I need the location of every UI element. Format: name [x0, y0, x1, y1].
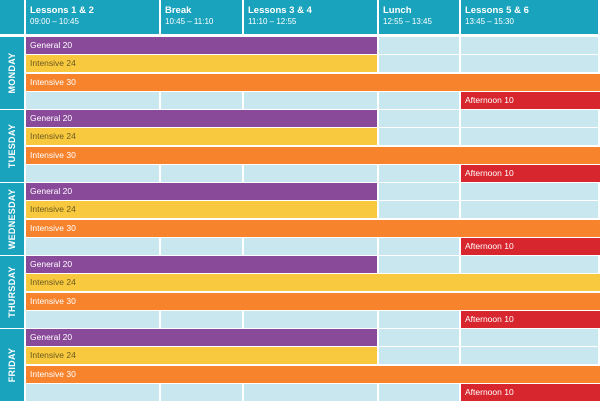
intensive-24-bar: Intensive 24: [26, 347, 377, 365]
day-label-monday: MONDAY: [0, 37, 24, 109]
empty-slot: [461, 201, 598, 219]
empty-slot: [379, 164, 459, 182]
empty-slot: [461, 347, 598, 365]
intensive-24-bar: Intensive 24: [26, 55, 377, 73]
empty-slot: [379, 201, 459, 219]
empty-slot: [461, 128, 598, 146]
day-label-wednesday: WEDNESDAY: [0, 183, 24, 255]
empty-slot: [244, 383, 377, 401]
period-title: Lessons 1 & 2: [30, 5, 94, 16]
day-name: FRIDAY: [7, 347, 17, 383]
empty-slot: [26, 164, 159, 182]
header-period-1: Lessons 1 & 2 09:00 – 10:45: [26, 0, 159, 34]
day-label-thursday: THURSDAY: [0, 256, 24, 328]
empty-slot: [379, 128, 459, 146]
general-20-bar: General 20: [26, 37, 377, 54]
empty-slot: [379, 110, 459, 127]
header-period-3: Lessons 3 & 4 11:10 – 12:55: [244, 0, 377, 34]
empty-slot: [379, 91, 459, 109]
empty-slot: [161, 91, 242, 109]
intensive-24-bar: Intensive 24: [26, 274, 600, 292]
period-time: 09:00 – 10:45: [30, 17, 79, 26]
empty-slot: [26, 237, 159, 255]
header-period-5: Lessons 5 & 6 13:45 – 15:30: [461, 0, 598, 34]
empty-slot: [461, 55, 598, 73]
general-20-bar: General 20: [26, 329, 377, 346]
period-time: 11:10 – 12:55: [248, 17, 297, 26]
period-title: Lessons 5 & 6: [465, 5, 529, 16]
empty-slot: [26, 91, 159, 109]
empty-slot: [161, 164, 242, 182]
intensive-30-bar: Intensive 30: [26, 365, 600, 383]
intensive-30-bar: Intensive 30: [26, 73, 600, 91]
empty-slot: [379, 256, 459, 273]
empty-slot: [26, 310, 159, 328]
empty-slot: [379, 347, 459, 365]
day-label-friday: FRIDAY: [0, 329, 24, 401]
afternoon-10-bar: Afternoon 10: [461, 310, 600, 328]
day-label-tuesday: TUESDAY: [0, 110, 24, 182]
period-title: Break: [165, 5, 192, 16]
header-period-2: Break 10:45 – 11:10: [161, 0, 242, 34]
empty-slot: [461, 256, 598, 273]
intensive-24-bar: Intensive 24: [26, 128, 377, 146]
empty-slot: [244, 164, 377, 182]
intensive-24-bar: Intensive 24: [26, 201, 377, 219]
general-20-bar: General 20: [26, 110, 377, 127]
afternoon-10-bar: Afternoon 10: [461, 237, 600, 255]
empty-slot: [161, 383, 242, 401]
empty-slot: [161, 310, 242, 328]
empty-slot: [379, 383, 459, 401]
empty-slot: [244, 91, 377, 109]
empty-slot: [379, 55, 459, 73]
afternoon-10-bar: Afternoon 10: [461, 164, 600, 182]
period-title: Lessons 3 & 4: [248, 5, 312, 16]
period-title: Lunch: [383, 5, 412, 16]
intensive-30-bar: Intensive 30: [26, 292, 600, 310]
empty-slot: [461, 37, 598, 54]
empty-slot: [461, 110, 598, 127]
empty-slot: [244, 237, 377, 255]
period-time: 12:55 – 13:45: [383, 17, 432, 26]
day-name: THURSDAY: [7, 266, 17, 318]
header-corner: [0, 0, 24, 34]
empty-slot: [244, 310, 377, 328]
period-time: 10:45 – 11:10: [165, 17, 214, 26]
empty-slot: [161, 237, 242, 255]
empty-slot: [379, 310, 459, 328]
empty-slot: [379, 237, 459, 255]
empty-slot: [379, 183, 459, 200]
general-20-bar: General 20: [26, 183, 377, 200]
day-name: MONDAY: [7, 52, 17, 94]
general-20-bar: General 20: [26, 256, 377, 273]
empty-slot: [461, 183, 598, 200]
empty-slot: [461, 329, 598, 346]
empty-slot: [379, 329, 459, 346]
empty-slot: [379, 37, 459, 54]
afternoon-10-bar: Afternoon 10: [461, 383, 600, 401]
header-period-4: Lunch 12:55 – 13:45: [379, 0, 459, 34]
intensive-30-bar: Intensive 30: [26, 146, 600, 164]
afternoon-10-bar: Afternoon 10: [461, 91, 600, 109]
day-name: WEDNESDAY: [7, 188, 17, 250]
empty-slot: [26, 383, 159, 401]
period-time: 13:45 – 15:30: [465, 17, 514, 26]
day-name: TUESDAY: [7, 123, 17, 169]
intensive-30-bar: Intensive 30: [26, 219, 600, 237]
